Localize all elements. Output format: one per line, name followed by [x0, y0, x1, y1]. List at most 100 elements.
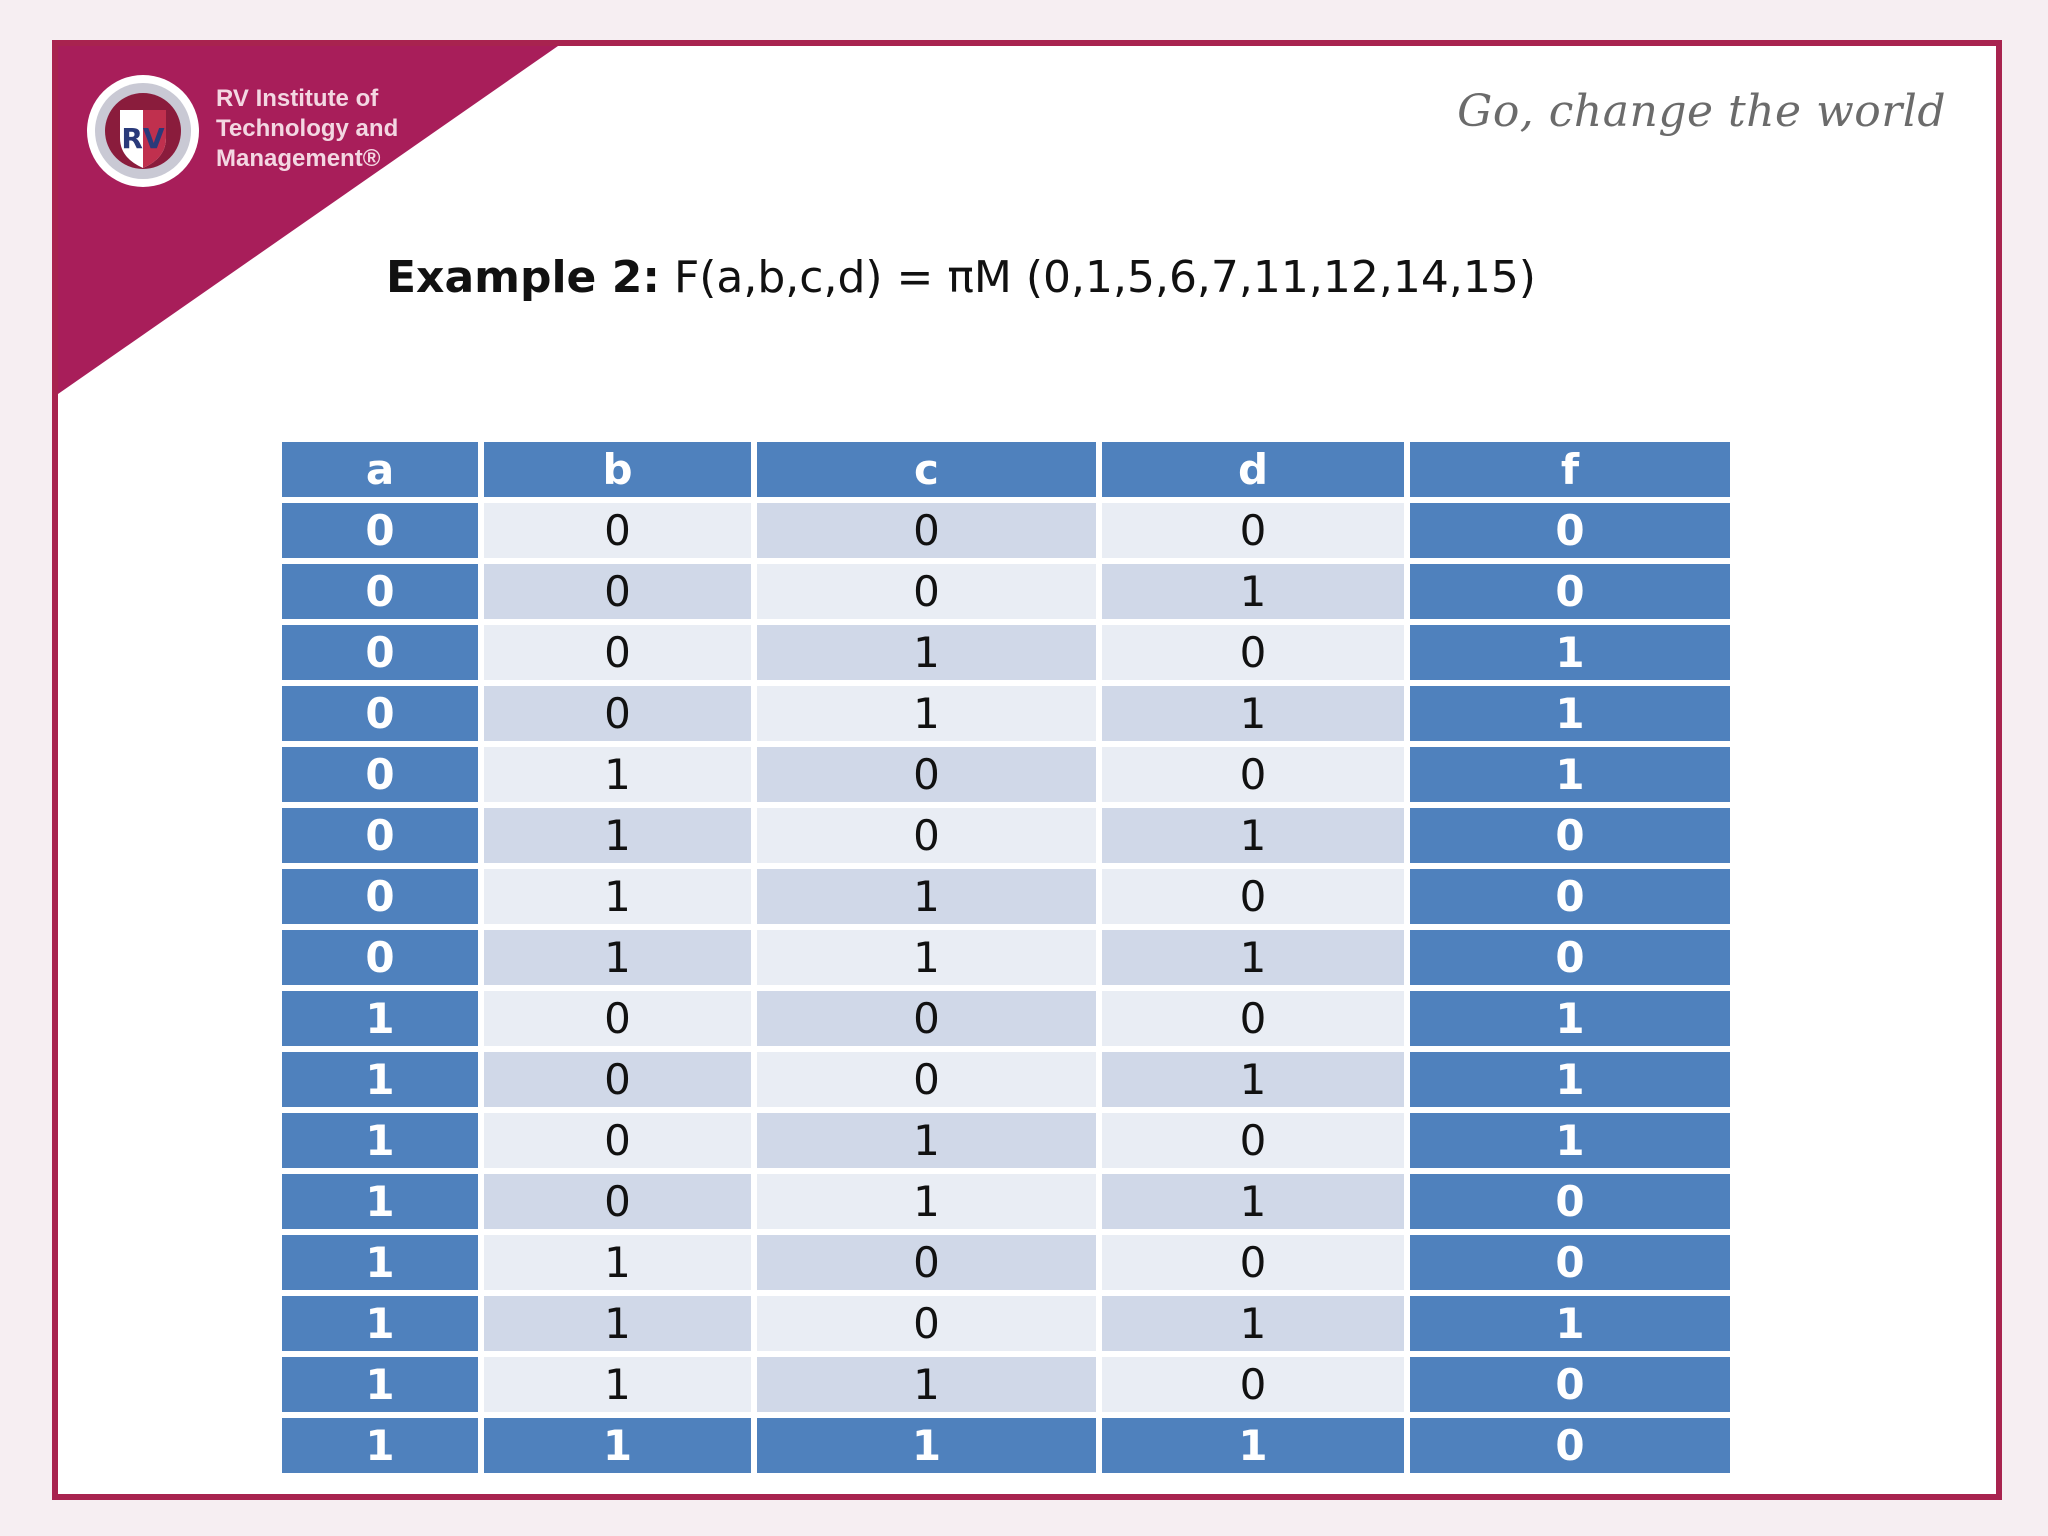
table-cell-d: 1 — [1102, 686, 1404, 741]
table-cell-d: 0 — [1102, 1235, 1404, 1290]
table-cell-d: 1 — [1102, 930, 1404, 985]
institute-name: RV Institute of Technology and Managemen… — [216, 84, 456, 174]
institute-logo-icon: RV — [87, 75, 199, 187]
table-cell-f: 0 — [1410, 1174, 1730, 1229]
table-cell-f: 0 — [1410, 930, 1730, 985]
table-cell-d: 0 — [1102, 625, 1404, 680]
table-cell-c: 0 — [757, 747, 1096, 802]
table-cell-b: 1 — [484, 869, 751, 924]
table-cell-b: 1 — [484, 930, 751, 985]
table-cell-f: 1 — [1410, 991, 1730, 1046]
table-cell-c: 1 — [757, 869, 1096, 924]
table-cell-c: 0 — [757, 1052, 1096, 1107]
table-cell-f: 0 — [1410, 564, 1730, 619]
table-cell-a: 1 — [282, 991, 478, 1046]
table-cell-f: 0 — [1410, 1418, 1730, 1473]
table-cell-b: 0 — [484, 686, 751, 741]
table-cell-a: 0 — [282, 930, 478, 985]
table-cell-c: 0 — [757, 808, 1096, 863]
table-cell-f: 1 — [1410, 625, 1730, 680]
table-cell-f: 1 — [1410, 1296, 1730, 1351]
table-cell-d: 0 — [1102, 747, 1404, 802]
table-cell-c: 1 — [757, 1113, 1096, 1168]
table-cell-a: 0 — [282, 625, 478, 680]
table-cell-f: 1 — [1410, 747, 1730, 802]
table-cell-f: 1 — [1410, 1113, 1730, 1168]
table-cell-f: 0 — [1410, 1357, 1730, 1412]
table-cell-c: 0 — [757, 564, 1096, 619]
table-cell-b: 1 — [484, 1418, 751, 1473]
table-cell-d: 1 — [1102, 1296, 1404, 1351]
column-header-c: c — [757, 442, 1096, 497]
table-cell-c: 1 — [757, 930, 1096, 985]
table-cell-d: 0 — [1102, 1113, 1404, 1168]
table-cell-d: 0 — [1102, 869, 1404, 924]
table-cell-c: 1 — [757, 686, 1096, 741]
logo-emblem-text: RV — [121, 122, 165, 155]
table-cell-c: 0 — [757, 1235, 1096, 1290]
table-cell-a: 0 — [282, 503, 478, 558]
table-cell-a: 1 — [282, 1418, 478, 1473]
heading-label: Example 2: — [386, 252, 660, 303]
table-cell-d: 1 — [1102, 1052, 1404, 1107]
table-cell-f: 0 — [1410, 808, 1730, 863]
table-cell-a: 1 — [282, 1113, 478, 1168]
table-cell-d: 0 — [1102, 503, 1404, 558]
table-cell-f: 1 — [1410, 686, 1730, 741]
table-cell-a: 1 — [282, 1357, 478, 1412]
table-cell-a: 0 — [282, 747, 478, 802]
table-cell-c: 0 — [757, 1296, 1096, 1351]
table-cell-d: 1 — [1102, 1174, 1404, 1229]
table-cell-a: 1 — [282, 1296, 478, 1351]
slide-heading: Example 2: F(a,b,c,d) = πM (0,1,5,6,7,11… — [386, 252, 1536, 303]
table-cell-c: 1 — [757, 625, 1096, 680]
table-cell-b: 1 — [484, 747, 751, 802]
table-cell-c: 0 — [757, 503, 1096, 558]
table-cell-f: 0 — [1410, 503, 1730, 558]
table-cell-b: 0 — [484, 1052, 751, 1107]
table-cell-c: 0 — [757, 991, 1096, 1046]
column-header-b: b — [484, 442, 751, 497]
table-cell-d: 0 — [1102, 1357, 1404, 1412]
institute-name-line: Technology and — [216, 115, 399, 142]
institute-name-line: Management® — [216, 145, 381, 172]
table-cell-b: 0 — [484, 564, 751, 619]
table-cell-b: 0 — [484, 991, 751, 1046]
table-cell-a: 1 — [282, 1174, 478, 1229]
column-header-f: f — [1410, 442, 1730, 497]
table-cell-f: 0 — [1410, 869, 1730, 924]
table-cell-c: 1 — [757, 1174, 1096, 1229]
table-cell-a: 0 — [282, 564, 478, 619]
table-cell-f: 0 — [1410, 1235, 1730, 1290]
table-cell-a: 1 — [282, 1235, 478, 1290]
table-cell-f: 1 — [1410, 1052, 1730, 1107]
table-cell-d: 1 — [1102, 808, 1404, 863]
table-cell-c: 1 — [757, 1357, 1096, 1412]
table-cell-a: 0 — [282, 808, 478, 863]
table-cell-b: 1 — [484, 1296, 751, 1351]
table-cell-d: 0 — [1102, 991, 1404, 1046]
heading-expression: F(a,b,c,d) = πM (0,1,5,6,7,11,12,14,15) — [673, 252, 1536, 303]
table-cell-a: 0 — [282, 869, 478, 924]
table-cell-b: 0 — [484, 625, 751, 680]
institute-name-line: RV Institute of — [216, 85, 379, 112]
column-header-d: d — [1102, 442, 1404, 497]
table-cell-a: 0 — [282, 686, 478, 741]
